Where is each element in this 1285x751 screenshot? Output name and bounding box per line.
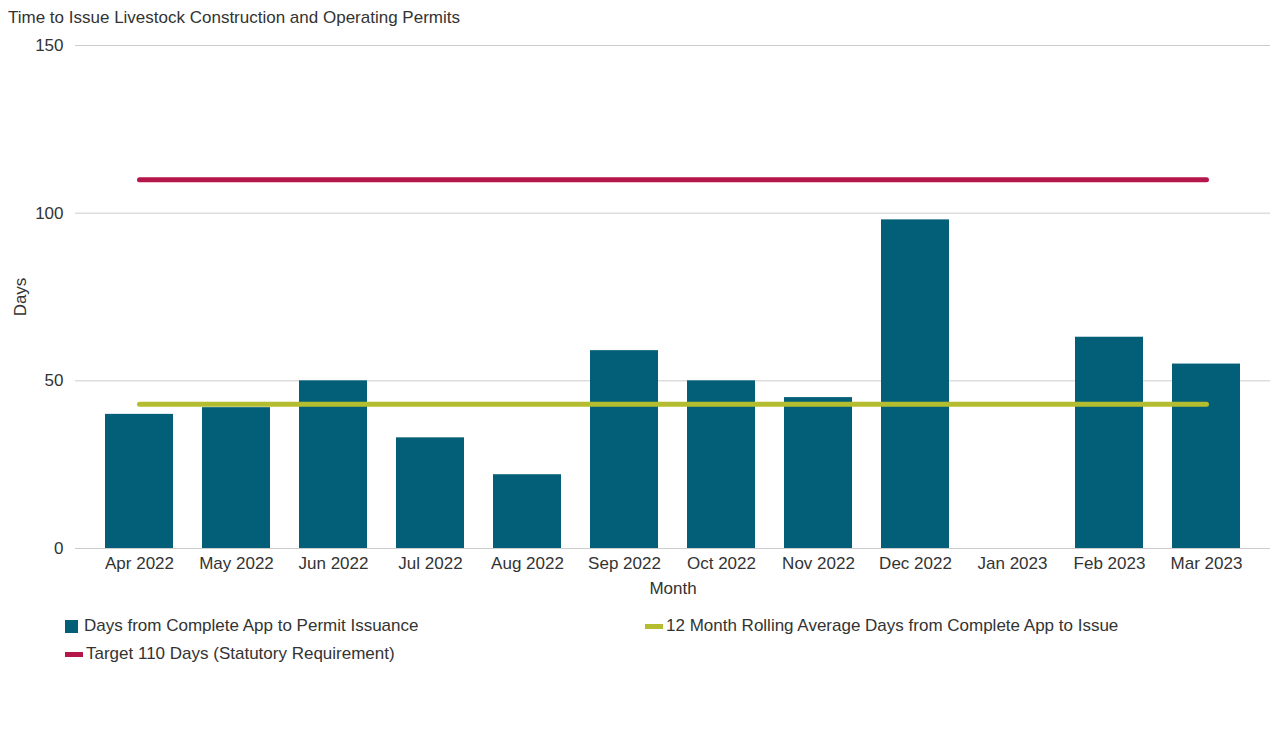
svg-text:Month: Month [649,579,696,598]
svg-text:Aug 2022: Aug 2022 [491,554,564,573]
svg-text:Sep 2022: Sep 2022 [588,554,661,573]
svg-text:Oct 2022: Oct 2022 [687,554,756,573]
svg-text:50: 50 [45,371,64,390]
svg-text:Days: Days [11,278,30,317]
svg-text:150: 150 [35,36,63,55]
svg-text:Jan 2023: Jan 2023 [978,554,1048,573]
html-text:Days from Complete App to Perm: Days from Complete App to Permit Issuanc… [84,616,419,635]
html-text:12 Month Rolling Average Days: 12 Month Rolling Average Days from Compl… [666,616,1119,635]
svg-text:Apr 2022: Apr 2022 [105,554,174,573]
svg-text:May 2022: May 2022 [199,554,274,573]
svg-text:100: 100 [35,204,63,223]
svg-text:Mar 2023: Mar 2023 [1171,554,1243,573]
svg-text:Jul 2022: Jul 2022 [398,554,462,573]
svg-text:0: 0 [54,539,63,558]
html-text:Target 110 Days (Statutory Req: Target 110 Days (Statutory Requirement) [86,644,395,663]
svg-text:Dec 2022: Dec 2022 [879,554,952,573]
html-text:Time to Issue Livestock Constr: Time to Issue Livestock Construction and… [8,8,460,27]
svg-text:Feb 2023: Feb 2023 [1074,554,1146,573]
svg-text:Nov 2022: Nov 2022 [782,554,855,573]
svg-text:Jun 2022: Jun 2022 [299,554,369,573]
